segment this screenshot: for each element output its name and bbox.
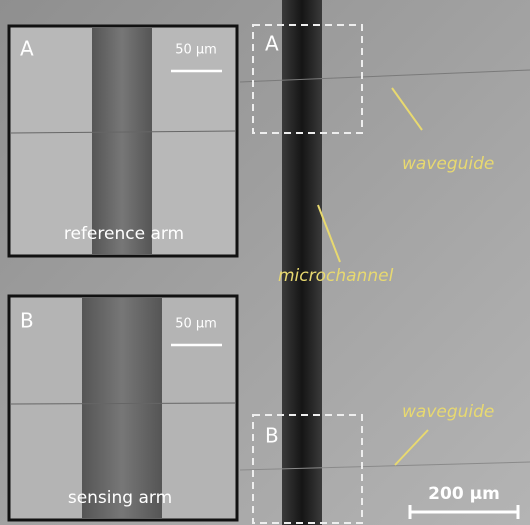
scale-label: 200 µm xyxy=(428,484,500,504)
inset: B 50 µm sensing arm xyxy=(9,296,237,520)
region-label: A xyxy=(265,32,279,56)
annotation: waveguide xyxy=(402,402,494,422)
inset-label: B xyxy=(20,309,34,333)
inset-label: A xyxy=(20,37,34,61)
inset-caption: sensing arm xyxy=(68,488,172,508)
inset-scale: 50 µm xyxy=(175,43,217,58)
inset-channel xyxy=(92,28,152,254)
region-label: B xyxy=(265,424,279,448)
annotation: waveguide xyxy=(402,154,494,174)
inset-caption: reference arm xyxy=(64,224,184,244)
inset-channel xyxy=(82,298,162,518)
annotation: microchannel xyxy=(278,266,394,286)
inset: A 50 µm reference arm xyxy=(9,26,237,256)
inset-scale: 50 µm xyxy=(175,317,217,332)
micrograph: A B waveguide microchannel waveguide 200… xyxy=(0,0,530,525)
